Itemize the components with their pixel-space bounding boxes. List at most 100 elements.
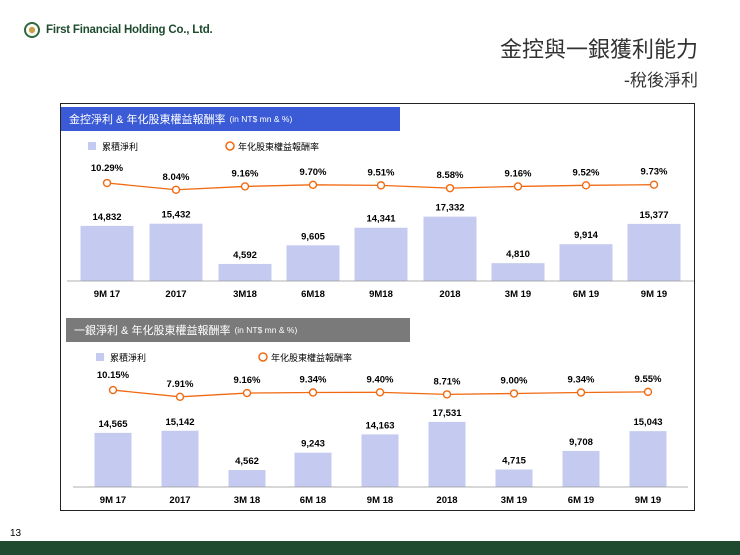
chart-1-x-tick-label: 9M 19 — [641, 289, 667, 300]
chart-1-x-tick-label: 9M18 — [369, 289, 393, 300]
chart-1-legend-line-swatch — [225, 141, 235, 151]
chart-1-bar-value-label: 15,432 — [161, 210, 190, 221]
footer-bar — [0, 541, 740, 555]
page-number: 13 — [10, 528, 22, 539]
chart-2-roe-point — [509, 389, 519, 398]
chart-2-roe-label: 8.71% — [434, 376, 461, 387]
chart-2-roe-label: 9.34% — [300, 375, 327, 386]
chart-2-roe-point — [375, 388, 385, 397]
chart-1-bar-value-label: 14,341 — [366, 214, 396, 225]
chart-1-roe-point — [445, 183, 455, 193]
chart-2-bar-value-label: 9,708 — [569, 437, 593, 448]
chart-1-bar-value-label: 4,592 — [233, 250, 257, 261]
chart-1-bar — [491, 263, 545, 281]
panel-2-title: 一銀淨利 & 年化股東權益報酬率 — [74, 325, 231, 337]
chart-1-roe-label: 9.16% — [505, 168, 532, 179]
chart-1-roe-point — [376, 181, 386, 190]
chart-1-roe-label: 8.58% — [437, 170, 464, 181]
page-title: 金控與一銀獲利能力 — [499, 38, 698, 63]
chart-1-bar-value-label: 4,810 — [506, 249, 530, 260]
chart-2-bar — [629, 431, 667, 487]
chart-2-bar-value-label: 4,562 — [235, 456, 259, 467]
chart-2-roe-point — [108, 385, 118, 395]
chart-1-bar — [149, 223, 203, 281]
chart-1-roe-point — [102, 178, 112, 188]
chart-2-roe-point — [175, 392, 185, 401]
chart-1-x-tick-label: 9M 17 — [94, 289, 120, 300]
chart-2-bar-value-label: 17,531 — [432, 408, 462, 419]
chart-1-roe-label: 9.52% — [573, 167, 600, 178]
chart-1-x-tick-label: 3M 19 — [505, 289, 531, 300]
chart-2-x-tick-label: 9M 17 — [100, 495, 126, 506]
chart-1-bar — [80, 225, 134, 281]
chart-1-roe-point — [171, 185, 181, 194]
chart-1-bar — [286, 245, 340, 281]
chart-1-legend-line-label: 年化股東權益報酬率 — [238, 141, 319, 153]
chart-1-x-tick-label: 3M18 — [233, 289, 257, 300]
chart-2-bar — [228, 470, 266, 487]
chart-2-roe-point — [242, 388, 252, 398]
panel-1-title: 金控淨利 & 年化股東權益報酬率 — [69, 114, 226, 126]
panel-1-unit: (in NT$ mn & %) — [229, 114, 293, 124]
chart-2-bar — [361, 434, 399, 487]
chart-2-bar — [94, 432, 132, 487]
chart-1-x-tick-label: 6M 19 — [573, 289, 599, 300]
chart-2-x-tick-label: 6M 18 — [300, 495, 326, 506]
chart-1-roe-label: 10.29% — [91, 163, 124, 174]
chart-1-legend-bar-swatch — [88, 142, 96, 150]
chart-2-bar-value-label: 4,715 — [502, 455, 526, 466]
chart-2-bar-value-label: 14,163 — [365, 420, 394, 431]
chart-1-roe-point — [240, 182, 250, 191]
chart-2-x-tick-label: 2017 — [169, 495, 190, 506]
panel-2-unit: (in NT$ mn & %) — [234, 325, 298, 335]
chart-2-roe-label: 9.55% — [635, 374, 662, 385]
chart-1-roe-label: 9.16% — [232, 168, 259, 179]
chart-1-roe-label: 9.70% — [300, 167, 327, 178]
chart-2-legend-bar-label: 累積淨利 — [110, 352, 146, 364]
chart-1-roe-point — [513, 182, 523, 191]
chart-2-bar — [161, 430, 199, 487]
chart-2-x-tick-label: 3M 18 — [234, 495, 260, 506]
company-logo: First Financial Holding Co., Ltd. — [24, 22, 213, 38]
chart-2-roe-point — [643, 387, 653, 397]
chart-1-bar-value-label: 14,832 — [92, 212, 121, 223]
chart-1-bar-value-label: 17,332 — [435, 203, 464, 214]
chart-1-roe-label: 9.51% — [368, 167, 395, 178]
chart-2-bar — [294, 452, 332, 487]
chart-2-legend-line-label: 年化股東權益報酬率 — [271, 352, 352, 364]
chart-2-bar — [428, 421, 466, 487]
chart-2-bar-value-label: 14,565 — [98, 419, 128, 430]
chart-2-roe-point — [576, 388, 586, 397]
chart-1-roe-label: 8.04% — [163, 172, 190, 183]
chart-2-bar-value-label: 15,142 — [165, 417, 194, 428]
company-name: First Financial Holding Co., Ltd. — [46, 24, 213, 36]
chart-1-x-tick-label: 2017 — [165, 289, 186, 300]
chart-2-roe-label: 7.91% — [167, 379, 194, 390]
charts-frame — [60, 103, 695, 511]
chart-1-bar — [559, 244, 613, 281]
chart-1-roe-label: 9.73% — [641, 167, 668, 178]
chart-2-roe-point — [442, 390, 452, 399]
chart-1-bar — [218, 263, 272, 281]
chart-2-roe-label: 9.00% — [501, 376, 528, 387]
chart-1-bar-value-label: 15,377 — [639, 210, 668, 221]
chart-2-legend-bar-swatch — [96, 353, 104, 361]
chart-1-x-tick-label: 2018 — [439, 289, 460, 300]
chart-1-bar-value-label: 9,605 — [301, 231, 325, 242]
chart-2-legend-line-swatch — [258, 352, 268, 362]
chart-1-bar — [423, 216, 477, 281]
chart-1-x-tick-label: 6M18 — [301, 289, 325, 300]
chart-2-bar — [495, 469, 533, 487]
chart-1-roe-point — [308, 180, 318, 189]
chart-2-roe-label: 9.16% — [234, 375, 261, 386]
chart-2-roe-point — [308, 388, 318, 397]
panel-1-header: 金控淨利 & 年化股東權益報酬率 (in NT$ mn & %) — [61, 107, 400, 131]
logo-emblem-icon — [24, 22, 40, 38]
chart-2-x-tick-label: 9M 18 — [367, 495, 393, 506]
panel-2-header: 一銀淨利 & 年化股東權益報酬率 (in NT$ mn & %) — [66, 318, 410, 342]
chart-2-bar — [562, 450, 600, 487]
chart-1-roe-point — [581, 181, 591, 190]
chart-2-bar-value-label: 9,243 — [301, 439, 325, 450]
chart-1-roe-point — [649, 180, 659, 189]
